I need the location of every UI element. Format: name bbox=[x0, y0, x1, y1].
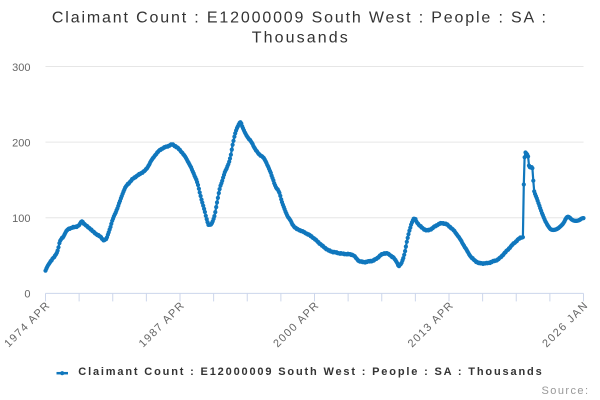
svg-text:Thousands: Thousands bbox=[252, 29, 348, 46]
svg-text:Claimant Count : E12000009 Sou: Claimant Count : E12000009 South West : … bbox=[78, 366, 541, 378]
svg-text:200: 200 bbox=[12, 137, 30, 149]
svg-text:100: 100 bbox=[12, 213, 30, 225]
svg-text:300: 300 bbox=[12, 62, 30, 74]
svg-text:Claimant Count : E12000009 Sou: Claimant Count : E12000009 South West : … bbox=[52, 10, 546, 27]
svg-text:0: 0 bbox=[24, 289, 30, 301]
svg-text:Source:: Source: bbox=[542, 385, 589, 397]
